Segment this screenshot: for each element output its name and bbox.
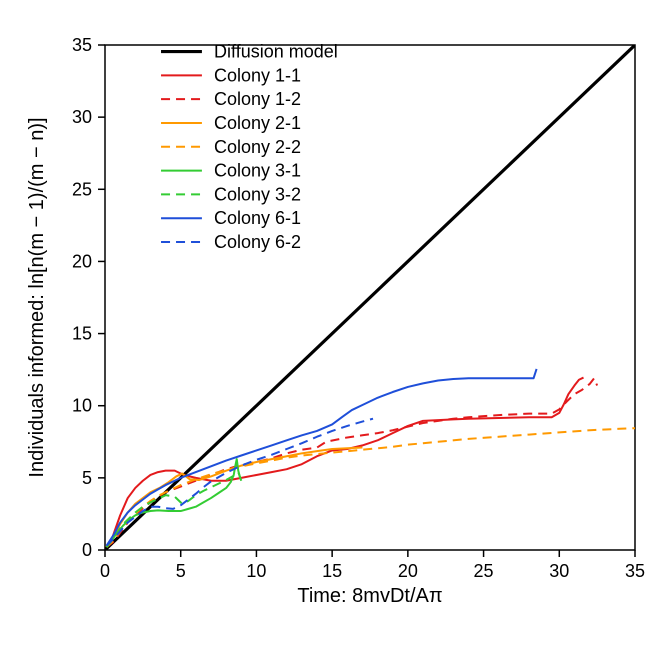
x-tick-label: 30 [549, 561, 569, 581]
legend: Diffusion model Colony 1-1 Colony 1-2 Colon… [161, 42, 338, 252]
x-tick-label: 0 [100, 561, 110, 581]
diffusion-chart: 0 5 10 15 20 25 30 35 0 5 10 15 20 25 30 35 Time: 8mvDt/… [0, 0, 672, 653]
y-tick-label: 15 [72, 324, 92, 344]
legend-label: Colony 6-1 [214, 208, 301, 228]
y-tick-label: 5 [82, 468, 92, 488]
series-colony-1-1 [107, 378, 584, 548]
y-tick-label: 25 [72, 179, 92, 199]
x-tick-label: 15 [322, 561, 342, 581]
legend-label: Colony 3-2 [214, 184, 301, 204]
x-tick-label: 10 [246, 561, 266, 581]
x-axis-title: Time: 8mvDt/Aπ [297, 585, 442, 607]
legend-label: Colony 1-1 [214, 65, 301, 85]
legend-label: Colony 6-2 [214, 232, 301, 252]
series-colony-1-2 [107, 378, 598, 547]
y-axis-title: Individuals informed: ln[n(m − 1)/(m − n… [26, 117, 48, 477]
legend-label: Colony 1-2 [214, 89, 301, 109]
series-group [105, 45, 638, 550]
series-colony-2-2 [107, 428, 639, 547]
x-tick-label: 25 [474, 561, 494, 581]
legend-label: Colony 3-1 [214, 161, 301, 181]
x-tick-label: 20 [398, 561, 418, 581]
x-tick-label: 35 [625, 561, 645, 581]
series-colony-6-2 [107, 419, 374, 546]
y-tick-label: 20 [72, 251, 92, 271]
legend-label: Colony 2-2 [214, 137, 301, 157]
legend-label: Colony 2-1 [214, 113, 301, 133]
y-tick-label: 10 [72, 396, 92, 416]
series-colony-6-1 [107, 369, 537, 546]
y-tick-label: 0 [82, 540, 92, 560]
x-tick-label: 5 [176, 561, 186, 581]
legend-label: Diffusion model [214, 42, 338, 62]
y-tick-label: 30 [72, 107, 92, 127]
y-tick-label: 35 [72, 35, 92, 55]
